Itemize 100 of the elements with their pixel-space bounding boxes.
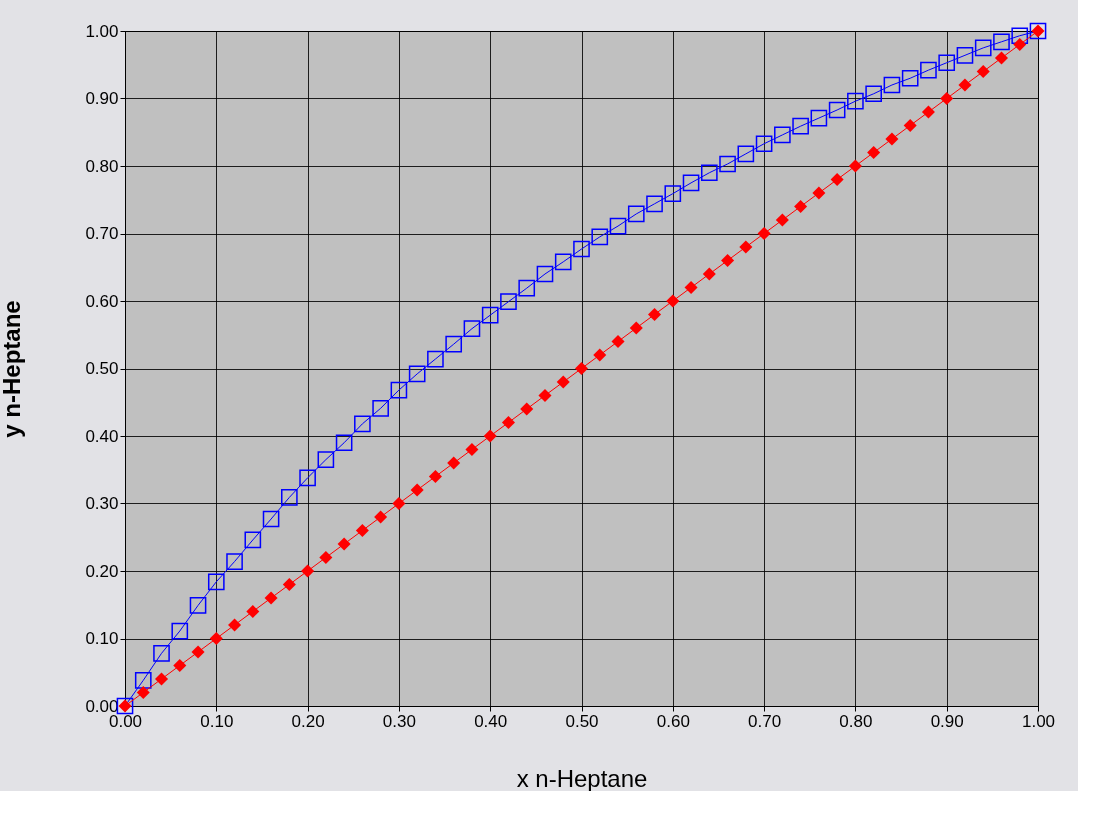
point [447, 456, 461, 470]
point [920, 61, 937, 79]
point [847, 92, 864, 110]
y-tick-label: 0.50 [85, 359, 119, 378]
point [445, 335, 463, 353]
point [609, 217, 627, 235]
point [483, 429, 497, 443]
point [812, 186, 826, 200]
point [993, 33, 1010, 51]
point [591, 228, 609, 246]
point [574, 361, 589, 376]
point [921, 105, 935, 119]
point [1013, 37, 1027, 52]
point [974, 39, 992, 57]
point [755, 135, 773, 153]
point [228, 618, 242, 632]
point [554, 253, 572, 271]
y-axis-title: y n-Heptane [0, 300, 26, 438]
x-tick-label: 1.00 [1021, 711, 1056, 731]
point [155, 672, 169, 686]
point [593, 348, 607, 362]
x-tick-label: 0.90 [930, 711, 964, 731]
point [410, 483, 424, 497]
x-tick-label: 0.70 [748, 711, 782, 731]
point [737, 145, 755, 163]
point [903, 118, 917, 133]
point [319, 550, 333, 565]
point [355, 523, 369, 538]
point [1011, 27, 1029, 45]
point [885, 132, 899, 146]
x-tick-label: 0.30 [382, 711, 416, 731]
point [207, 573, 225, 591]
point [828, 101, 846, 119]
point [264, 591, 278, 605]
point [374, 510, 388, 524]
y-tick-label: 0.10 [85, 629, 119, 648]
point [774, 126, 791, 144]
point [226, 553, 243, 570]
point [757, 226, 771, 241]
y-tick-label: 1.00 [85, 21, 119, 41]
x-tick-label: 0.20 [291, 711, 325, 731]
point [337, 537, 351, 551]
point [428, 469, 442, 484]
point [883, 76, 901, 94]
y-tick-label: 0.20 [85, 561, 119, 581]
point [556, 375, 570, 389]
point [465, 442, 479, 457]
point [262, 510, 280, 528]
x-tick-label: 0.10 [200, 711, 234, 731]
point [299, 469, 316, 487]
point [646, 195, 663, 213]
point [520, 402, 534, 416]
point [538, 388, 552, 403]
point [191, 645, 205, 659]
point [682, 174, 700, 192]
x-tick-label: 0.40 [474, 711, 508, 731]
point [153, 645, 170, 662]
point [244, 531, 262, 549]
point [171, 622, 189, 640]
point [246, 604, 260, 619]
y-tick-label: 0.40 [85, 426, 119, 446]
point [463, 320, 481, 338]
y-tick-label: 0.70 [85, 224, 119, 243]
y-tick-label: 0.60 [85, 291, 119, 311]
point [408, 365, 426, 383]
point [392, 496, 406, 511]
point [721, 253, 735, 268]
point [848, 159, 862, 173]
y-tick-label: 0.80 [85, 156, 119, 176]
point [481, 306, 499, 324]
point [627, 205, 645, 223]
point [372, 399, 389, 417]
point [390, 381, 408, 399]
point [611, 334, 625, 349]
x-tick-label: 0.50 [565, 711, 599, 731]
point [901, 69, 919, 87]
point [976, 64, 990, 79]
point [518, 279, 536, 297]
point [173, 658, 187, 673]
point [664, 185, 682, 203]
point [956, 46, 974, 64]
point [775, 213, 789, 227]
point [134, 672, 152, 689]
point [648, 307, 662, 322]
point [209, 631, 223, 646]
point [958, 78, 972, 92]
point [189, 597, 207, 614]
point [354, 415, 371, 433]
point [830, 172, 844, 187]
x-tick-label: 0.80 [839, 711, 873, 731]
point [666, 294, 680, 308]
point [684, 280, 698, 295]
point [629, 321, 643, 335]
point [700, 164, 718, 182]
point [317, 451, 335, 468]
point [938, 54, 956, 72]
point [739, 240, 753, 254]
y-tick-label: 0.90 [85, 89, 119, 108]
point [794, 199, 808, 214]
point [301, 564, 315, 578]
